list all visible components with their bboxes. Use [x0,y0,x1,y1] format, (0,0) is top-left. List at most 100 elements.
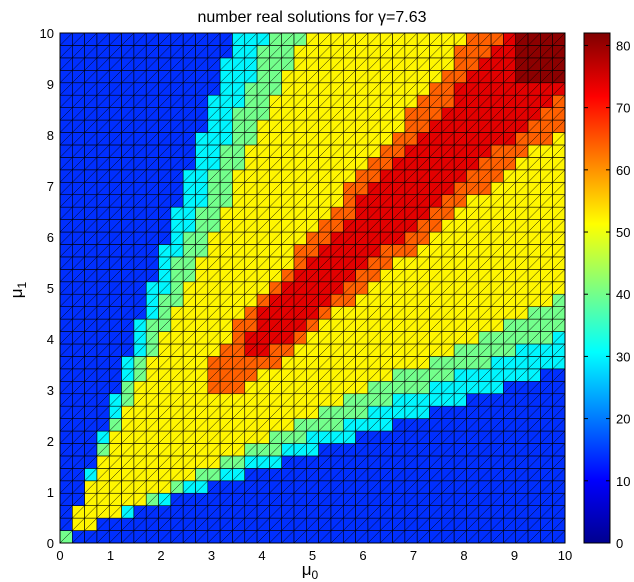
cell-diagonal [84,119,98,133]
cell-diagonal [96,468,110,481]
cell-diagonal [256,530,270,544]
cell-diagonal [515,381,529,394]
cell-diagonal [417,219,430,233]
cell-diagonal [244,368,258,382]
cell-diagonal [380,256,393,270]
cell-diagonal [306,219,319,233]
cell-diagonal [429,244,443,258]
cell-diagonal [158,256,172,270]
cell-diagonal [478,269,492,282]
cell-diagonal [503,269,516,282]
cell-diagonal [219,32,233,46]
cell-diagonal [293,493,307,506]
cell-diagonal [429,493,443,506]
cell-diagonal [453,82,467,96]
cell-diagonal [96,493,110,506]
cell-diagonal [195,95,208,108]
cell-diagonal [540,443,553,457]
cell-diagonal [318,493,332,506]
cell-diagonal [219,393,233,407]
cell-diagonal [219,57,233,71]
cell-diagonal [293,530,307,544]
cell-diagonal [219,331,233,345]
cell-diagonal [72,182,85,195]
cell-diagonal [540,132,553,146]
cell-diagonal [72,194,85,208]
cell-diagonal [146,45,159,59]
cell-diagonal [490,70,504,83]
cell-diagonal [219,169,233,183]
cell-diagonal [318,70,332,83]
cell-diagonal [392,306,406,320]
cell-diagonal [330,194,344,208]
cell-diagonal [170,269,184,282]
cell-diagonal [195,244,208,258]
cell-diagonal [367,45,381,59]
cell-diagonal [552,107,566,121]
cell-diagonal [158,219,172,233]
cell-diagonal [355,70,369,83]
cell-diagonal [121,480,135,494]
cell-diagonal [109,294,122,307]
cell-diagonal [318,231,332,245]
cell-diagonal [219,381,233,394]
cell-diagonal [318,169,332,183]
cell-diagonal [367,144,381,158]
cell-diagonal [380,468,393,481]
cell-diagonal [72,132,85,146]
cell-diagonal [170,331,184,345]
cell-diagonal [72,393,85,407]
cell-diagonal [490,430,504,444]
cell-diagonal [219,45,233,59]
cell-diagonal [133,493,147,506]
cell-diagonal [306,468,319,481]
cell-diagonal [527,455,541,469]
cell-diagonal [269,269,282,282]
cell-diagonal [158,294,172,307]
cell-diagonal [355,244,369,258]
cell-diagonal [343,294,356,307]
cell-diagonal [182,294,196,307]
cell-diagonal [146,57,159,71]
cell-diagonal [158,468,172,481]
cell-diagonal [355,194,369,208]
cell-diagonal [256,119,270,133]
cell-diagonal [527,132,541,146]
cell-diagonal [540,32,553,46]
cell-diagonal [121,57,135,71]
cell-diagonal [146,269,159,282]
cell-diagonal [207,530,221,544]
cell-diagonal [207,107,221,121]
cell-diagonal [343,318,356,332]
cell-diagonal [293,107,307,121]
cell-diagonal [417,169,430,183]
cell-diagonal [182,57,196,71]
cell-diagonal [540,144,553,158]
cell-diagonal [269,493,282,506]
cell-diagonal [552,32,566,46]
cell-diagonal [367,393,381,407]
cell-diagonal [121,393,135,407]
cell-diagonal [552,206,566,220]
cell-diagonal [96,194,110,208]
x-tick-label: 8 [460,548,467,563]
cell-diagonal [330,480,344,494]
cell-diagonal [219,480,233,494]
cell-diagonal [552,244,566,258]
cell-diagonal [453,57,467,71]
cell-diagonal [256,157,270,171]
cell-diagonal [256,480,270,494]
cell-diagonal [478,244,492,258]
cell-diagonal [121,95,135,108]
cell-diagonal [466,468,479,481]
cell-diagonal [367,318,381,332]
x-tick-label: 5 [309,548,316,563]
cell-diagonal [59,107,73,121]
cell-diagonal [293,57,307,71]
cell-diagonal [515,306,529,320]
cell-diagonal [84,144,98,158]
cell-diagonal [195,107,208,121]
cell-diagonal [441,231,455,245]
cell-diagonal [343,343,356,357]
cell-diagonal [503,194,516,208]
